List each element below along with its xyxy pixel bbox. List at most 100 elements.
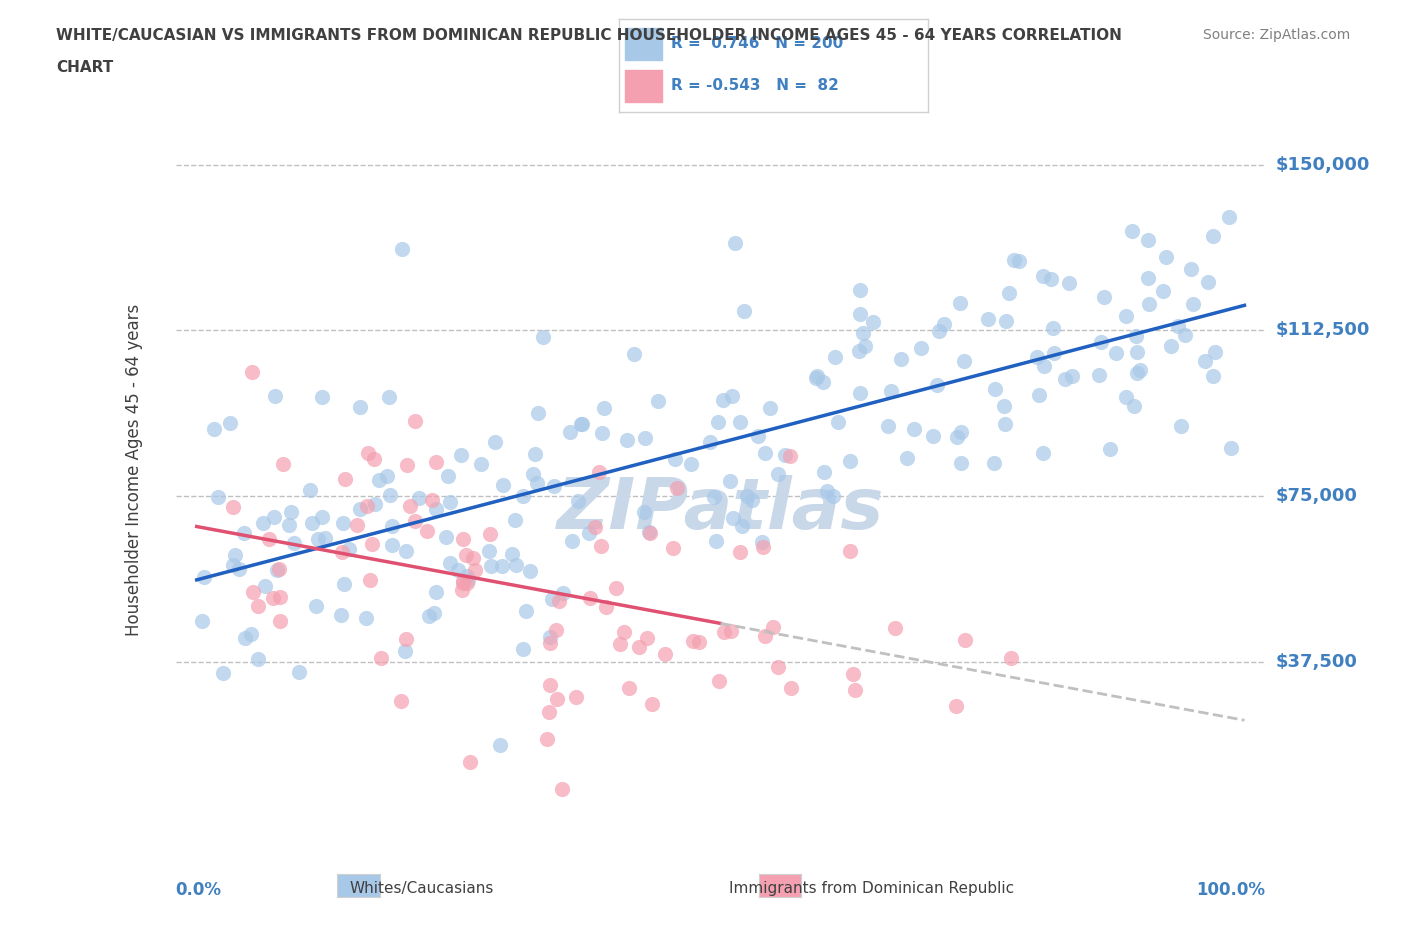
Point [1098,441,1121,456]
Point [538,678,561,693]
Point [1126,366,1149,381]
Text: R =  0.746   N = 200: R = 0.746 N = 200 [671,36,844,51]
Point [522,467,544,482]
Point [779,448,801,463]
Point [505,513,527,528]
Point [423,606,446,621]
Point [950,424,973,439]
Point [505,557,527,572]
Point [688,634,710,649]
Point [453,574,475,589]
Point [288,664,311,679]
Point [932,316,955,331]
Point [246,652,269,667]
Text: Source: ZipAtlas.com: Source: ZipAtlas.com [1202,28,1350,42]
Point [257,532,280,547]
Point [815,484,838,498]
Point [1197,274,1219,289]
Point [1136,232,1159,247]
Point [945,699,967,714]
Point [512,488,534,503]
Point [404,514,426,529]
Point [364,497,387,512]
Bar [624,28,662,60]
Point [633,505,655,520]
Point [538,636,561,651]
Point [222,558,245,573]
Point [451,576,474,591]
Point [333,472,356,487]
Point [949,455,972,470]
Point [578,525,600,540]
Point [806,368,828,383]
Point [311,390,333,405]
Point [266,563,288,578]
Point [813,465,835,480]
Point [479,558,502,573]
Point [269,614,291,629]
Point [283,536,305,551]
Point [337,541,360,556]
Point [263,389,285,404]
Text: $112,500: $112,500 [1275,322,1371,339]
Point [298,483,321,498]
Point [526,405,548,420]
Point [583,520,606,535]
Point [1174,327,1197,342]
Point [804,371,827,386]
Point [711,393,734,408]
Point [333,577,356,591]
Point [537,705,560,720]
Point [1202,368,1225,383]
Point [544,622,567,637]
Point [634,431,657,445]
Point [718,473,741,488]
Point [375,469,398,484]
Point [1040,272,1063,286]
Point [773,447,796,462]
Point [728,545,751,560]
Point [349,501,371,516]
Point [458,754,481,769]
Point [884,620,907,635]
Point [212,666,235,681]
Point [330,545,353,560]
Text: 100.0%: 100.0% [1197,881,1265,898]
Point [1032,268,1054,283]
Point [447,563,470,578]
Point [751,535,773,550]
Point [849,283,872,298]
Point [434,529,457,544]
Point [464,563,486,578]
Point [720,623,742,638]
Point [994,313,1017,328]
Point [636,631,658,645]
Point [682,634,704,649]
Point [588,465,610,480]
Text: $150,000: $150,000 [1275,155,1371,174]
Point [501,547,523,562]
Point [983,381,1005,396]
Point [478,543,501,558]
Point [977,312,1000,326]
Point [754,629,776,644]
Point [370,650,392,665]
Point [329,607,352,622]
Point [662,541,685,556]
Point [425,584,447,599]
Point [356,445,378,460]
Point [703,490,725,505]
Point [1028,387,1050,402]
Point [378,389,401,404]
Point [569,417,592,432]
Point [1090,335,1112,350]
Point [1170,418,1192,433]
Point [536,732,558,747]
Point [838,454,860,469]
Point [762,619,785,634]
Point [723,511,745,525]
Point [928,324,950,339]
Point [752,540,775,555]
Point [538,630,561,644]
Point [591,538,613,553]
